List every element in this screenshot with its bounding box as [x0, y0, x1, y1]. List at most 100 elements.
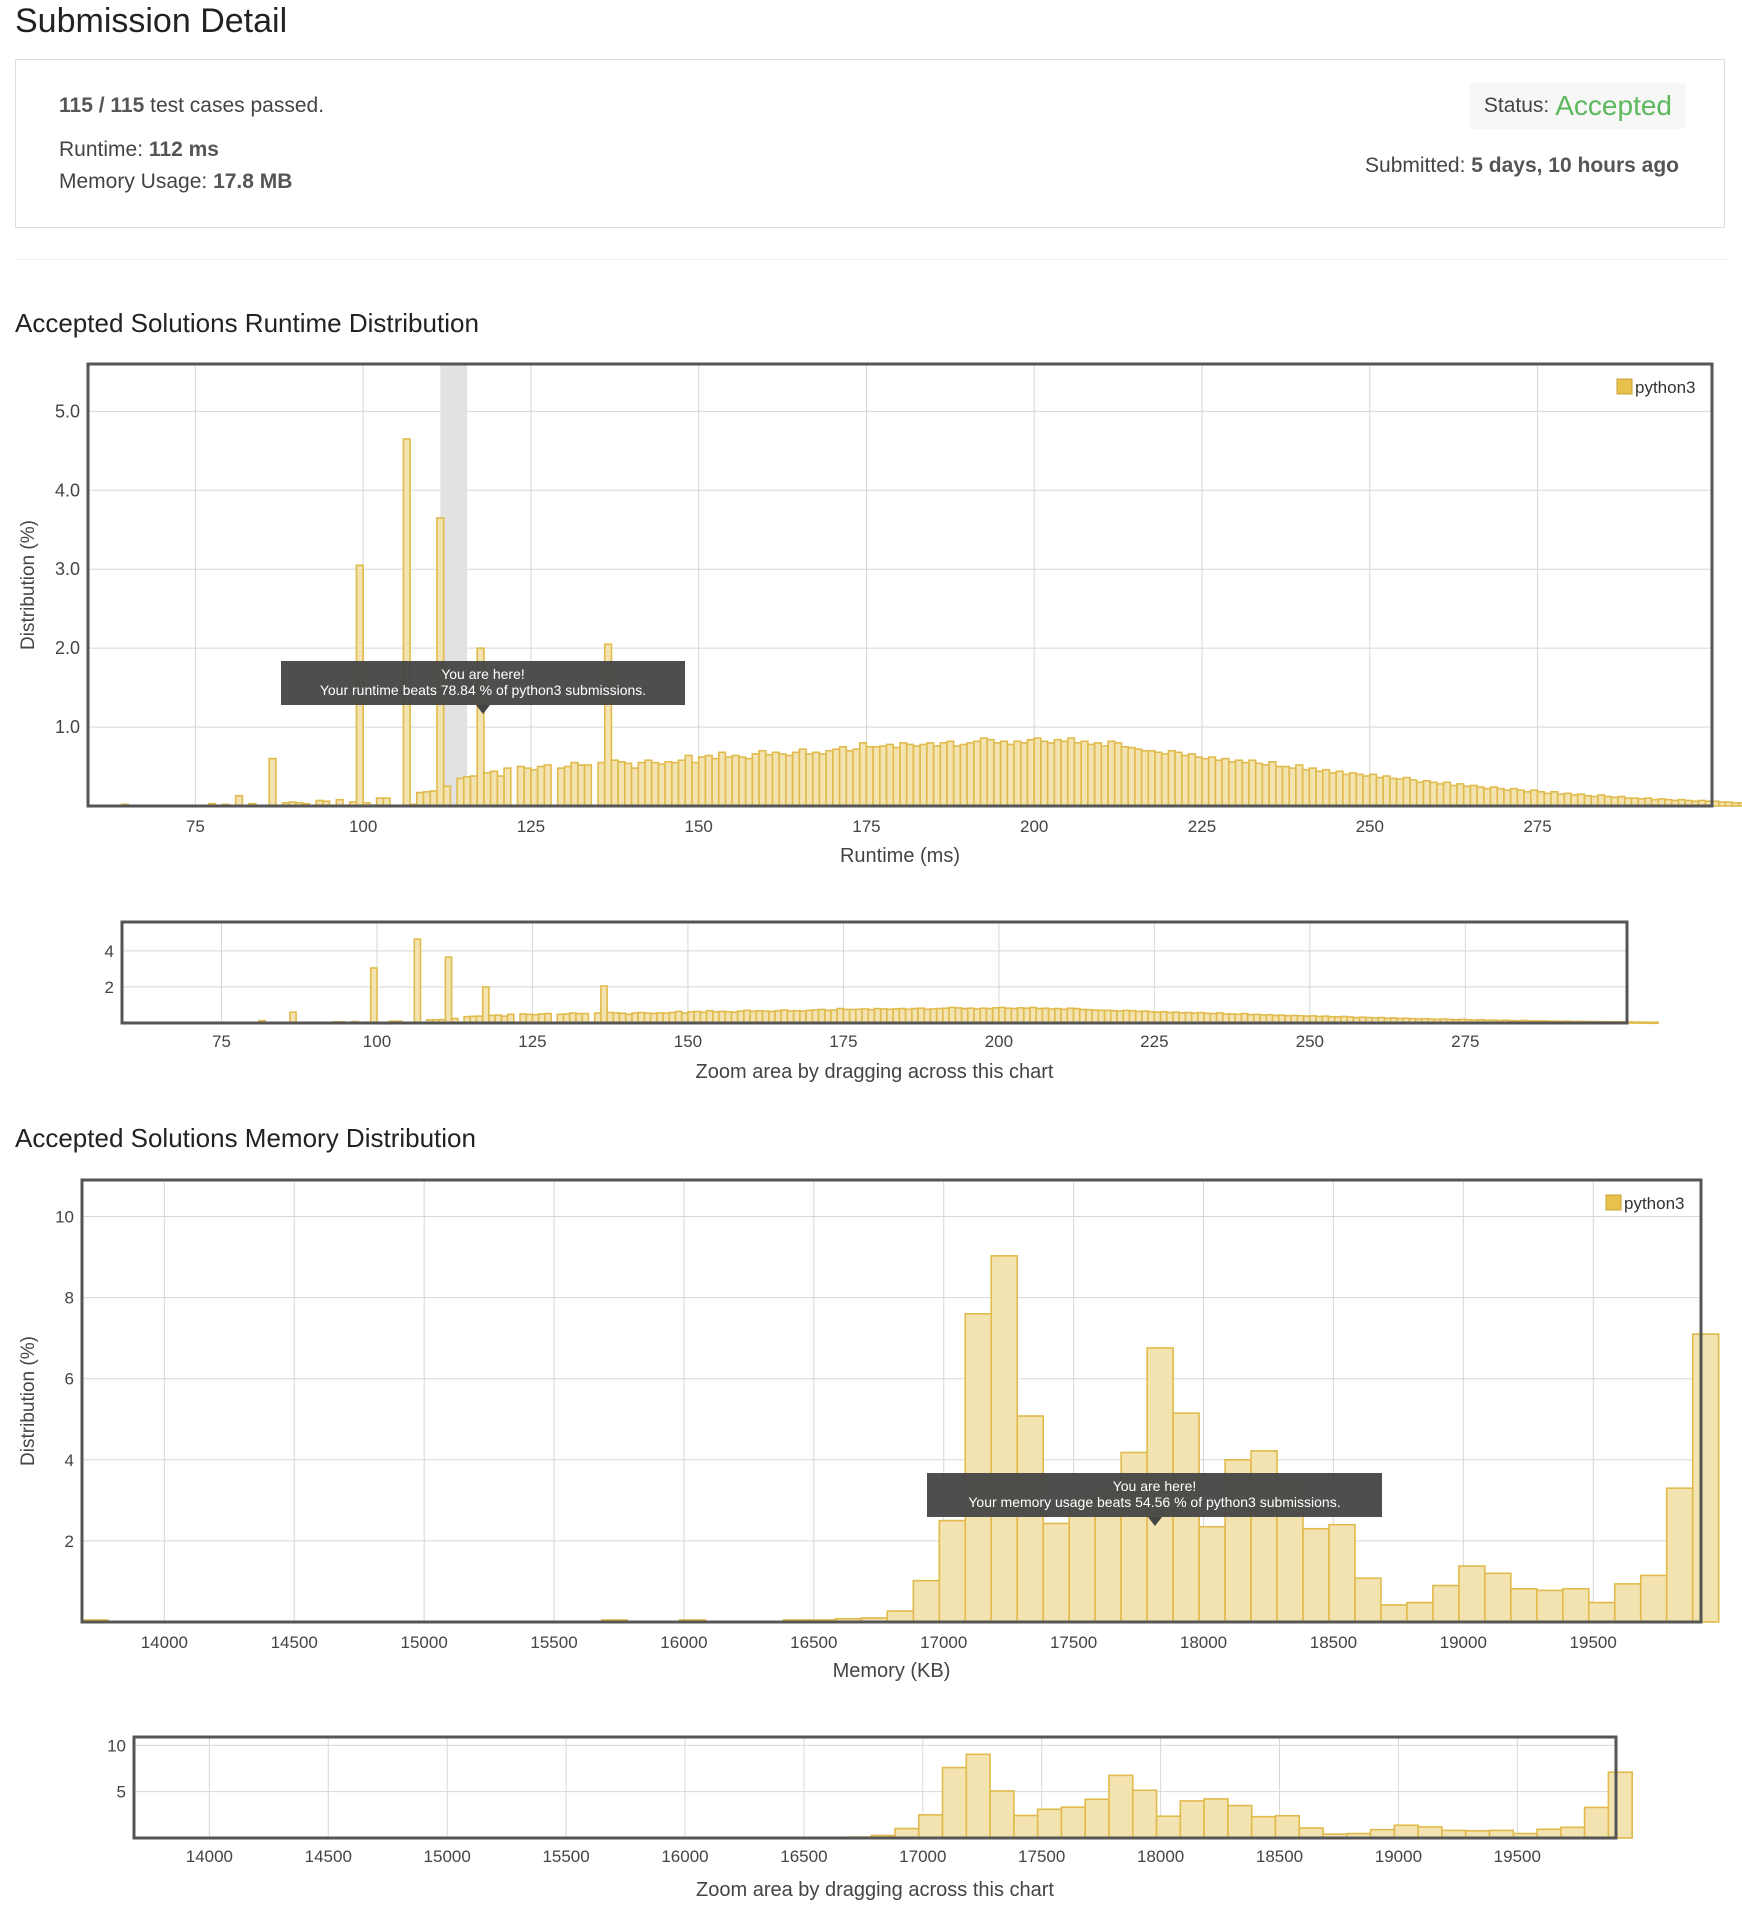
- histogram-bar: [1004, 1007, 1013, 1024]
- histogram-bar: [917, 1814, 944, 1839]
- histogram-bar: [1179, 1800, 1205, 1839]
- histogram-bar: [1489, 786, 1499, 807]
- histogram-bar: [1214, 759, 1223, 807]
- histogram-bar: [1241, 761, 1250, 807]
- x-tick-label: 16000: [661, 1847, 708, 1866]
- x-tick-label: 250: [1356, 817, 1384, 836]
- histogram-bar: [1724, 801, 1733, 807]
- legend-label: python3: [1635, 378, 1696, 397]
- histogram-bar: [1019, 742, 1029, 807]
- histogram-bar: [1080, 740, 1089, 807]
- runtime-distribution-title: Accepted Solutions Runtime Distribution: [15, 308, 479, 338]
- memory-distribution-title: Accepted Solutions Memory Distribution: [15, 1123, 476, 1153]
- histogram-bar: [268, 757, 277, 807]
- histogram-bar: [1013, 1814, 1039, 1839]
- histogram-bar: [1651, 1021, 1659, 1025]
- histogram-bar: [973, 1008, 982, 1024]
- histogram-bar: [904, 1008, 913, 1024]
- histogram-bar: [912, 1579, 941, 1623]
- histogram-bar: [1295, 764, 1304, 807]
- histogram-bar: [1194, 756, 1203, 807]
- x-tick-label: 14500: [271, 1633, 318, 1652]
- histogram-bar: [1298, 1827, 1324, 1839]
- histogram-bar: [738, 756, 747, 807]
- histogram-bar: [1110, 1009, 1118, 1024]
- x-tick-label: 150: [674, 1032, 702, 1051]
- histogram-bar: [1301, 768, 1311, 807]
- histogram-bar: [786, 1010, 795, 1024]
- histogram-bar: [1165, 1011, 1174, 1024]
- histogram-bar: [805, 1009, 814, 1024]
- histogram-bar: [845, 749, 854, 807]
- histogram-bar: [1638, 1021, 1647, 1024]
- histogram-bar: [991, 1007, 1000, 1024]
- tooltip-title: You are here!: [1113, 1478, 1197, 1494]
- histogram-bar: [979, 737, 989, 807]
- histogram-bar: [1456, 783, 1465, 807]
- x-tick-label: 15000: [401, 1633, 448, 1652]
- histogram-bar: [1097, 1009, 1106, 1024]
- tooltip-box: [927, 1473, 1382, 1517]
- histogram-bar: [1010, 1007, 1019, 1024]
- x-tick-label: 17500: [1018, 1847, 1065, 1866]
- histogram-bar: [778, 753, 787, 807]
- legend-swatch: [1616, 378, 1633, 395]
- histogram-bar: [1597, 794, 1606, 807]
- histogram-bar: [1234, 759, 1244, 807]
- histogram-bar: [1087, 743, 1096, 807]
- histogram-bar: [469, 775, 479, 807]
- tooltip-box: [281, 661, 685, 705]
- histogram-bar: [1368, 773, 1378, 807]
- histogram-bar: [687, 1011, 695, 1024]
- submitted-value: 5 days, 10 hours ago: [1471, 154, 1679, 177]
- histogram-bar: [1159, 1011, 1168, 1024]
- histogram-bar: [1033, 737, 1042, 807]
- histogram-bar: [1248, 759, 1257, 807]
- histogram-bar: [1026, 738, 1036, 807]
- histogram-bar: [886, 1610, 915, 1623]
- x-tick-label: 100: [349, 817, 377, 836]
- histogram-bar: [1362, 775, 1371, 807]
- histogram-bar: [948, 1006, 957, 1024]
- histogram-bar: [811, 1009, 820, 1024]
- histogram-bar: [536, 765, 546, 807]
- chart-frame: [132, 1735, 1618, 1840]
- x-tick-label: 14000: [186, 1847, 233, 1866]
- histogram-bar: [600, 985, 608, 1024]
- histogram-bar: [1389, 777, 1398, 807]
- y-tick-label: 3.0: [55, 559, 80, 579]
- histogram-bar: [724, 756, 734, 807]
- histogram-bar: [774, 1009, 783, 1024]
- y-tick-label: 2: [65, 1532, 74, 1551]
- histogram-bar: [1040, 740, 1049, 807]
- histogram-bar: [1227, 1804, 1253, 1839]
- histogram-bar: [979, 1007, 988, 1024]
- histogram-bar: [724, 1011, 733, 1024]
- histogram-bar: [1432, 1584, 1460, 1623]
- histogram-bar: [899, 742, 908, 807]
- histogram-bar: [1328, 1523, 1356, 1623]
- histogram-bar: [671, 761, 680, 807]
- x-tick-label: 175: [852, 817, 880, 836]
- histogram-bar: [718, 1010, 727, 1024]
- histogram-bar: [463, 775, 472, 807]
- status-accepted[interactable]: Accepted: [1555, 90, 1672, 121]
- histogram-bar: [1078, 1008, 1087, 1024]
- histogram-bar: [442, 785, 452, 807]
- histogram-bar: [761, 1010, 770, 1024]
- histogram-bar: [1375, 776, 1384, 807]
- histogram-bar: [1738, 802, 1742, 807]
- histogram-bar: [429, 790, 438, 807]
- histogram-bar: [818, 753, 827, 807]
- histogram-bar: [1644, 1021, 1653, 1025]
- x-tick-label: 17500: [1050, 1633, 1097, 1652]
- x-tick-label: 16000: [660, 1633, 707, 1652]
- y-tick-label: 1.0: [55, 717, 80, 737]
- histogram-bar: [966, 1007, 975, 1024]
- histogram-bar: [1167, 749, 1176, 807]
- histogram-bar: [523, 767, 532, 807]
- histogram-bar: [1583, 794, 1593, 807]
- histogram-bar: [879, 1008, 888, 1024]
- histogram-bar: [712, 1011, 720, 1024]
- histogram-bar: [1268, 760, 1277, 807]
